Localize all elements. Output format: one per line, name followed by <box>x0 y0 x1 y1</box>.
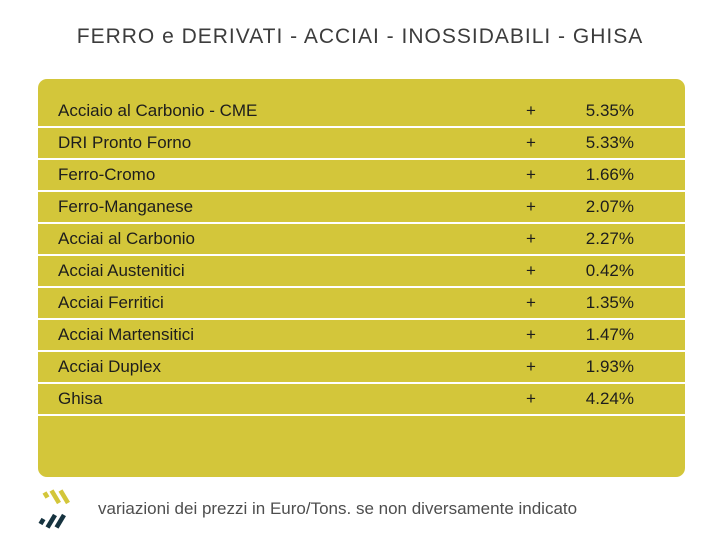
material-label: Acciaio al Carbonio - CME <box>58 101 258 120</box>
metalweek-logo-icon <box>38 489 70 529</box>
material-label: Acciai Austenitici <box>58 261 185 280</box>
table-row: Ferro-Manganese + 2.07% <box>38 192 685 224</box>
table-row: Ferro-Cromo + 1.66% <box>38 160 685 192</box>
variation-sign: + <box>526 101 536 120</box>
variation-sign: + <box>526 325 536 344</box>
variation-value: 4.24% <box>585 389 634 408</box>
table-row: Acciai Duplex + 1.93% <box>38 352 685 384</box>
table-row: Acciai Ferritici + 1.35% <box>38 288 685 320</box>
table-row: Acciai al Carbonio + 2.27% <box>38 224 685 256</box>
variation-sign: + <box>526 357 536 376</box>
price-variations-card: Acciaio al Carbonio - CME + 5.35% DRI Pr… <box>38 79 685 477</box>
material-label: Acciai Ferritici <box>58 293 164 312</box>
variation-value: 1.47% <box>585 325 634 344</box>
material-label: Acciai al Carbonio <box>58 229 196 248</box>
variation-value: 5.35% <box>585 101 634 120</box>
variation-value: 1.93% <box>585 357 634 376</box>
material-label: Ferro-Cromo <box>58 165 156 184</box>
variation-sign: + <box>526 133 536 152</box>
variation-sign: + <box>526 389 536 408</box>
material-label: Acciai Duplex <box>58 357 161 376</box>
variation-value: 1.66% <box>585 165 634 184</box>
table-row: Ghisa + 4.24% <box>38 384 685 416</box>
variation-sign: + <box>526 293 536 312</box>
table-row: Acciai Austenitici + 0.42% <box>38 256 685 288</box>
table-row: DRI Pronto Forno + 5.33% <box>38 128 685 160</box>
variation-value: 1.35% <box>585 293 634 312</box>
table-row: Acciai Martensitici + 1.47% <box>38 320 685 352</box>
variation-value: 2.27% <box>585 229 634 248</box>
material-label: Ghisa <box>58 389 103 408</box>
footer-note: variazioni dei prezzi in Euro/Tons. se n… <box>98 499 578 518</box>
material-label: DRI Pronto Forno <box>58 133 192 152</box>
price-table: Acciaio al Carbonio - CME + 5.35% DRI Pr… <box>38 96 685 416</box>
variation-sign: + <box>526 165 536 184</box>
variation-value: 0.42% <box>585 261 634 280</box>
variation-sign: + <box>526 197 536 216</box>
table-row: Acciaio al Carbonio - CME + 5.35% <box>38 96 685 128</box>
material-label: Acciai Martensitici <box>58 325 195 344</box>
material-label: Ferro-Manganese <box>58 197 194 216</box>
variation-value: 5.33% <box>585 133 634 152</box>
footer: variazioni dei prezzi in Euro/Tons. se n… <box>38 487 577 531</box>
variation-value: 2.07% <box>585 197 634 216</box>
page-title: FERRO e DERIVATI - ACCIAI - INOSSIDABILI… <box>76 25 644 48</box>
variation-sign: + <box>526 229 536 248</box>
variation-sign: + <box>526 261 536 280</box>
